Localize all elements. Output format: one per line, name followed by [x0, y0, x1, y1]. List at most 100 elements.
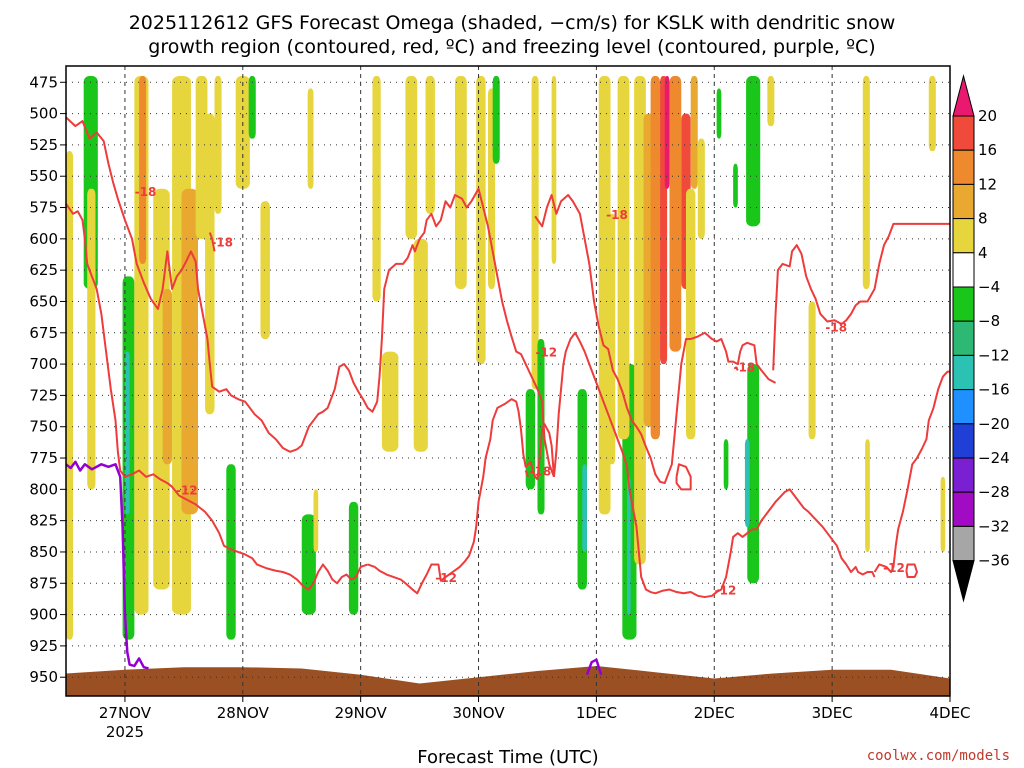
colorbar-label-9: −20 — [978, 415, 1010, 433]
plot-area: -18 -18 -12 -12 -12 -12 -18 -18 -18 -18 -12 — [65, 65, 951, 697]
omega-cell-59 — [808, 301, 816, 440]
x-tick-label-0: 27NOV — [99, 704, 152, 722]
colorbar-top-arrow — [952, 74, 975, 117]
contour-label-4: -12 — [535, 346, 557, 360]
plot-frame — [65, 65, 951, 697]
credit-text: coolwx.com/models — [867, 748, 1010, 764]
chart-title-line-2: growth region (contoured, red, ºC) and f… — [148, 36, 875, 58]
contour-label-0: -18 — [135, 185, 157, 199]
colorbar-label-6: −8 — [978, 312, 1000, 330]
contour-12 — [905, 563, 918, 579]
colorbar-swatch-2 — [952, 149, 975, 185]
colorbar-label-5: −4 — [978, 278, 1000, 296]
y-tick-label-600: 600 — [29, 230, 58, 248]
y-tick-label-525: 525 — [29, 136, 58, 154]
omega-cell-39 — [627, 476, 631, 615]
omega-cell-25 — [413, 238, 428, 452]
colorbar-label-7: −12 — [978, 346, 1010, 364]
y-tick-label-550: 550 — [29, 167, 58, 185]
omega-cell-58 — [767, 76, 775, 127]
colorbar-label-11: −28 — [978, 483, 1010, 501]
colorbar-swatch-7 — [952, 320, 975, 356]
omega-cell-22 — [372, 76, 381, 302]
y-tick-label-775: 775 — [29, 449, 58, 467]
omega-cell-63 — [940, 476, 946, 552]
y-tick-label-650: 650 — [29, 292, 58, 310]
omega-cell-47 — [669, 76, 682, 352]
y-tick-label-825: 825 — [29, 512, 58, 530]
omega-cell-21 — [348, 501, 359, 615]
omega-cell-27 — [454, 76, 467, 289]
contour-0 — [65, 116, 555, 478]
omega-cell-17 — [260, 201, 270, 340]
colorbar-label-1: 16 — [978, 141, 997, 159]
snow-growth-contours: -18 -18 -12 -12 -12 -12 -18 -18 -18 -18 -12 — [65, 116, 950, 599]
y-tick-label-500: 500 — [29, 105, 58, 123]
omega-cell-54 — [746, 76, 761, 227]
y-tick-label-950: 950 — [29, 668, 58, 686]
omega-cell-30 — [492, 76, 500, 164]
terrain-fill — [66, 665, 950, 696]
omega-cell-61 — [865, 439, 870, 552]
omega-cell-50 — [685, 188, 696, 440]
x-tick-label-4: 1DEC — [576, 704, 617, 722]
omega-cell-7 — [153, 188, 170, 590]
y-tick-label-475: 475 — [29, 73, 58, 91]
omega-cell-46 — [664, 76, 670, 189]
contour-5 — [715, 588, 720, 593]
contour-3 — [367, 398, 555, 595]
omega-cell-8 — [162, 288, 173, 465]
colorbar-swatch-4 — [952, 218, 975, 254]
omega-cell-23 — [381, 351, 399, 452]
colorbar-swatch-11 — [952, 457, 975, 493]
colorbar-swatch-12 — [952, 491, 975, 527]
omega-cell-52 — [716, 88, 722, 139]
omega-cell-56 — [744, 439, 750, 527]
contour-label-10: -12 — [883, 561, 905, 575]
colorbar-swatch-8 — [952, 354, 975, 391]
omega-cell-13 — [214, 76, 222, 214]
contour-10 — [873, 370, 950, 574]
y-tick-label-725: 725 — [29, 386, 58, 404]
freezing-line-0 — [65, 460, 149, 670]
omega-cell-10 — [181, 188, 199, 515]
contour-label-3: -12 — [435, 571, 457, 585]
omega-cell-18 — [307, 88, 314, 189]
omega-cell-2 — [87, 188, 96, 490]
omega-cell-26 — [425, 76, 435, 214]
colorbar-label-10: −24 — [978, 449, 1010, 467]
freezing-line-1 — [585, 658, 603, 676]
contour-label-9: -18 — [825, 321, 847, 335]
contour-label-8: -18 — [733, 361, 755, 375]
omega-cell-14 — [226, 464, 236, 640]
colorbar: 20 16 12 8 4 −4 −8 −12 −16 −20 −24 −28 −32 −36 — [952, 74, 1010, 603]
omega-cell-51 — [697, 138, 705, 239]
colorbar-swatch-6 — [952, 286, 975, 322]
omega-cell-11 — [195, 76, 208, 239]
y-tick-label-875: 875 — [29, 574, 58, 592]
omega-cell-41 — [617, 76, 630, 440]
colorbar-label-4: 4 — [978, 244, 988, 262]
omega-cell-60 — [862, 76, 870, 289]
y-tick-label-675: 675 — [29, 324, 58, 342]
colorbar-bottom-arrow — [952, 560, 975, 603]
x-tick-label-6: 3DEC — [812, 704, 853, 722]
contour-11 — [675, 463, 692, 491]
omega-cell-36 — [582, 464, 587, 552]
colorbar-swatch-3 — [952, 183, 975, 220]
omega-cell-34 — [551, 76, 557, 264]
x-tick-label-7: 4DEC — [929, 704, 970, 722]
x-axis-label: Forecast Time (UTC) — [417, 747, 598, 768]
omega-cell-0 — [66, 151, 74, 640]
contour-label-2: -12 — [176, 483, 198, 497]
contour-label-7: -18 — [606, 208, 628, 222]
contour-9 — [772, 222, 950, 371]
omega-cell-6 — [139, 76, 147, 264]
y-tick-label-700: 700 — [29, 355, 58, 373]
contour-7 — [534, 194, 777, 485]
omega-cell-62 — [928, 76, 936, 152]
omega-cell-4 — [124, 351, 130, 515]
contour-2 — [65, 203, 369, 591]
y-tick-label-575: 575 — [29, 199, 58, 217]
omega-cell-16 — [248, 76, 256, 139]
